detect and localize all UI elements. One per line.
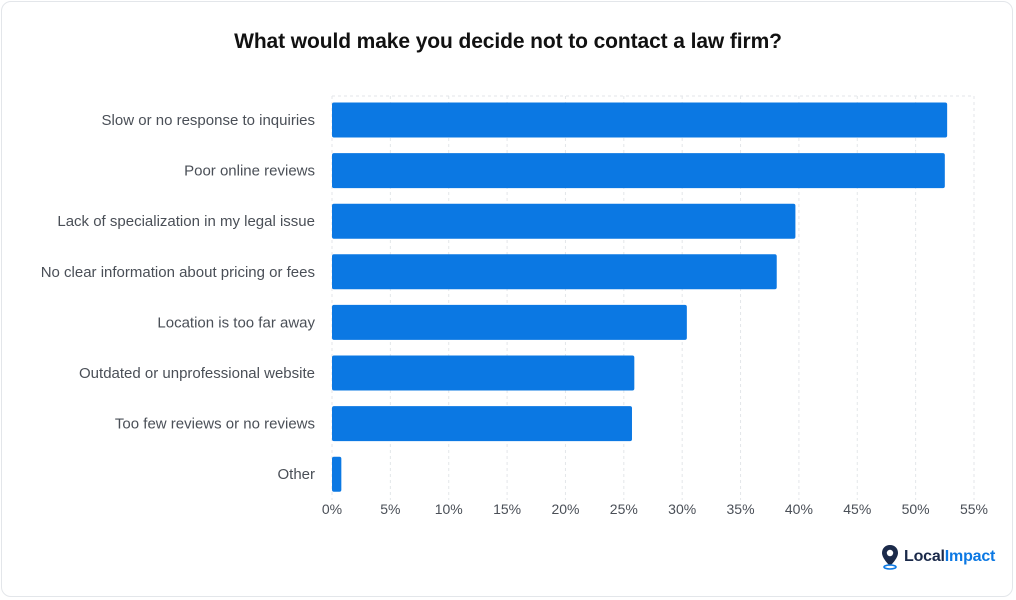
x-tick-label: 15% [493,501,521,517]
bar [332,456,342,492]
chart-title: What would make you decide not to contac… [234,30,782,53]
bar [332,102,948,138]
bar [332,355,635,391]
brand-name-prefix: Local [904,548,945,565]
category-label: Lack of specialization in my legal issue [57,213,315,230]
x-tick-label: 35% [727,501,755,517]
map-pin-icon [882,545,898,570]
x-tick-label: 20% [551,501,579,517]
x-tick-label: 30% [668,501,696,517]
x-tick-label: 50% [902,501,930,517]
x-tick-label: 40% [785,501,813,517]
x-tick-label: 55% [960,501,988,517]
category-labels: Slow or no response to inquiries Poor onl… [41,112,316,483]
bar [332,203,796,239]
x-tick-label: 25% [610,501,638,517]
bars [332,102,948,492]
bar [332,153,945,189]
category-label: Outdated or unprofessional website [79,365,315,382]
bar [332,254,777,290]
x-tick-label: 0% [322,501,342,517]
category-label: Poor online reviews [184,163,315,180]
bar [332,304,687,340]
x-tick-label: 5% [380,501,400,517]
category-label: Other [277,466,315,483]
category-label: Slow or no response to inquiries [102,112,315,129]
x-tick-label: 45% [843,501,871,517]
x-axis-ticks: 0% 5% 10% 15% 20% 25% 30% 35% 40% 45% 50% 55% [322,501,988,517]
brand-logo: LocalImpact [880,543,995,571]
category-label: Location is too far away [157,314,315,331]
brand-name-suffix: Impact [944,548,996,565]
x-tick-label: 10% [435,501,463,517]
brand-name: LocalImpact [904,548,995,566]
category-label: No clear information about pricing or fe… [41,264,315,281]
bar [332,406,632,442]
category-label: Too few reviews or no reviews [115,416,315,433]
